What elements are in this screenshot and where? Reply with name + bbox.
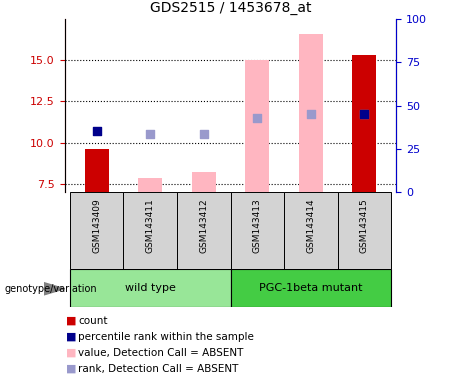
Text: GSM143415: GSM143415 [360,198,369,253]
Text: PGC-1beta mutant: PGC-1beta mutant [259,283,362,293]
Text: ■: ■ [66,332,77,342]
Point [361,111,368,117]
Bar [192,172,216,192]
Point [93,128,100,134]
Text: genotype/variation: genotype/variation [5,284,97,294]
Bar [70,269,230,307]
Bar [138,178,162,192]
Text: value, Detection Call = ABSENT: value, Detection Call = ABSENT [78,348,244,358]
Text: GSM143409: GSM143409 [92,198,101,253]
Bar [124,192,177,269]
Point [361,111,368,117]
Text: ■: ■ [66,364,77,374]
Text: GSM143414: GSM143414 [306,198,315,253]
Text: GSM143413: GSM143413 [253,198,262,253]
Text: ■: ■ [66,348,77,358]
Point [200,131,207,137]
Bar [230,192,284,269]
Point [254,115,261,121]
Title: GDS2515 / 1453678_at: GDS2515 / 1453678_at [150,2,311,15]
Text: ■: ■ [66,316,77,326]
Text: GSM143411: GSM143411 [146,198,155,253]
Bar [230,269,391,307]
Bar [70,192,124,269]
Text: wild type: wild type [125,283,176,293]
Bar [284,192,337,269]
Text: rank, Detection Call = ABSENT: rank, Detection Call = ABSENT [78,364,239,374]
Text: percentile rank within the sample: percentile rank within the sample [78,332,254,342]
Point [307,111,314,117]
Bar [337,192,391,269]
Text: count: count [78,316,108,326]
Text: GSM143412: GSM143412 [199,198,208,253]
Bar [352,55,376,192]
Bar [177,192,230,269]
Bar [85,149,109,192]
Bar [299,34,323,192]
Polygon shape [44,283,65,295]
Point [147,131,154,137]
Bar [245,60,269,192]
